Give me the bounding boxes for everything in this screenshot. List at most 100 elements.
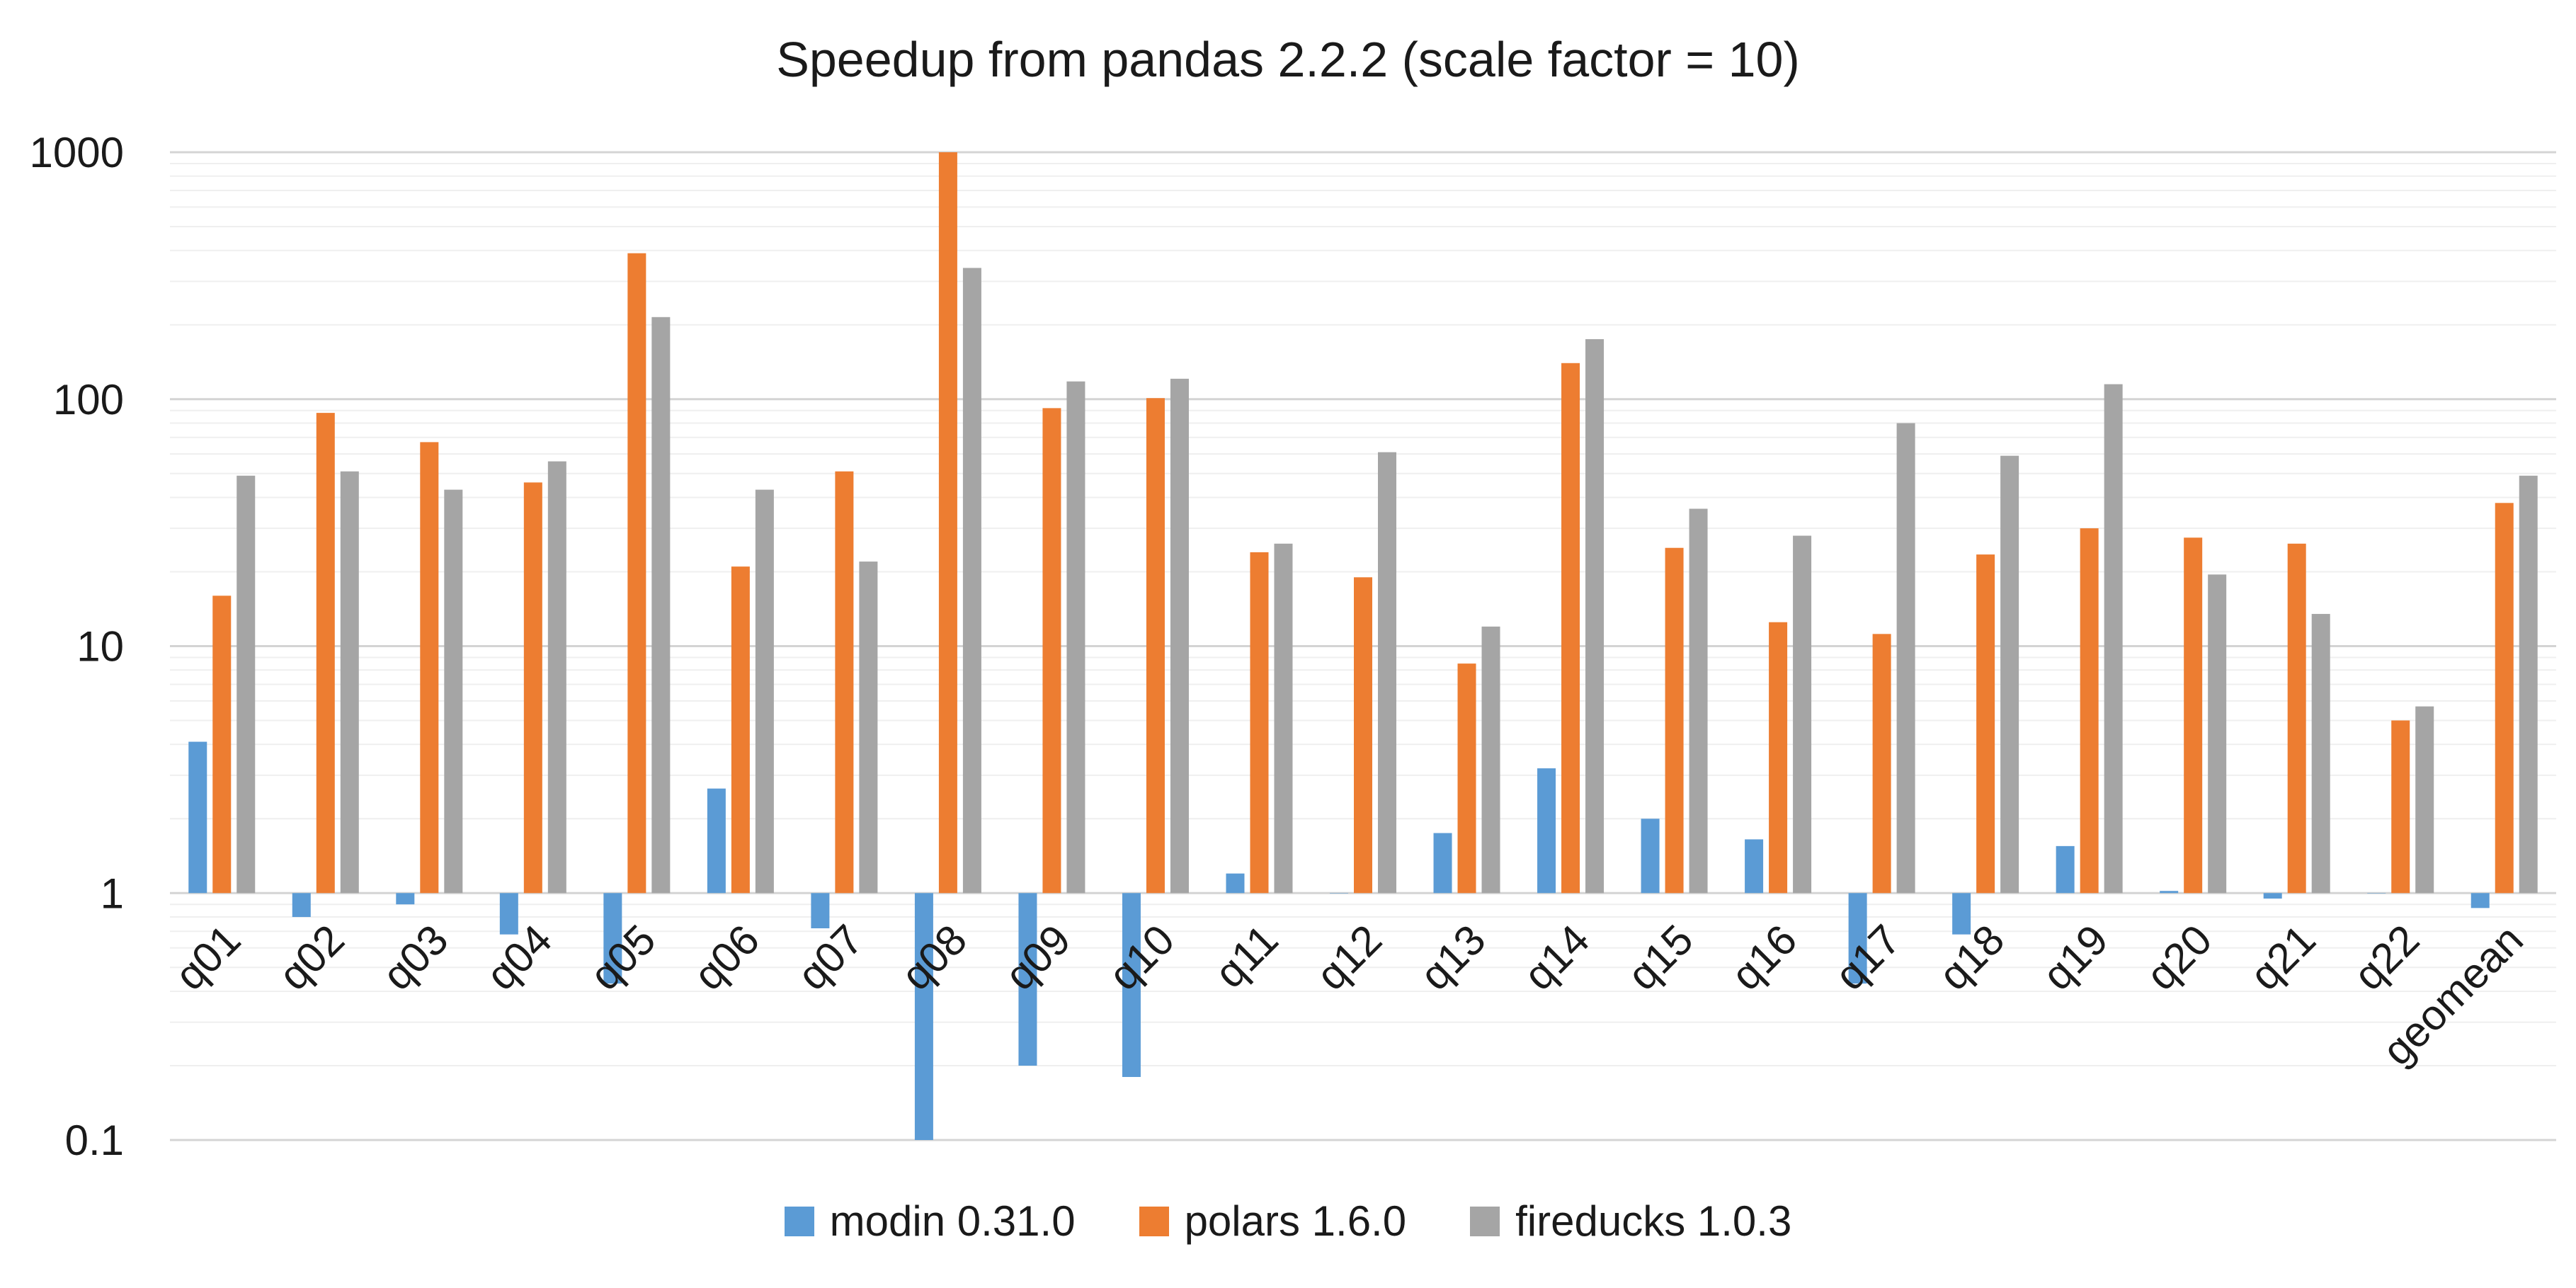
bar-q11-modin [1226,873,1245,894]
y-tick-label: 10 [76,623,124,671]
bar-q04-modin [499,893,518,935]
legend-label: polars 1.6.0 [1184,1197,1407,1245]
x-category-label: q14 [1515,916,1598,999]
x-category-label: q15 [1619,916,1702,999]
bar-q02-fireducks [340,471,359,894]
legend-label: fireducks 1.0.3 [1515,1197,1792,1245]
x-category-label: q02 [270,916,353,999]
bar-q11-fireducks [1274,543,1293,894]
x-category-label: q11 [1206,916,1287,997]
bar-q15-fireducks [1689,508,1708,894]
bar-q20-polars [2184,537,2203,894]
bar-q07-fireducks [859,562,878,894]
legend-item: modin 0.31.0 [784,1197,1076,1246]
x-category-label: q01 [166,916,249,999]
bar-q01-polars [212,595,232,894]
bar-q06-fireducks [755,489,774,894]
x-category-label: q22 [2344,916,2428,999]
y-axis-tick-labels: 0.1 1 10 100 1000 [30,129,124,1164]
bar-q17-polars [1872,634,1891,894]
bar-q06-polars [731,566,750,894]
bar-q05-polars [627,253,646,894]
bar-q01-fireducks [236,475,256,894]
x-category-label: q17 [1826,916,1910,999]
bar-q05-fireducks [651,317,671,894]
legend-item: polars 1.6.0 [1139,1197,1407,1246]
x-category-label: q16 [1722,916,1806,999]
bar-q17-modin [1848,893,1867,984]
y-tick-label: 1 [101,870,124,917]
x-axis-category-labels: q01 q02 q03 q04 q05 q06 q07 q08 q09 q10 q11 q12 q13 q… [166,916,2532,1074]
bar-q03-fireducks [444,489,463,894]
bar-q21-modin [2263,893,2282,899]
bar-q21-polars [2287,543,2306,894]
bar-q15-modin [1641,819,1660,894]
bar-q08-fireducks [962,268,981,894]
bar-q13-fireducks [1481,626,1500,894]
x-category-label: q10 [1100,916,1183,999]
bar-geomean-modin [2470,893,2490,908]
legend-swatch [784,1206,814,1236]
bar-q14-modin [1537,768,1556,894]
bar-q20-fireducks [2208,574,2227,894]
bar-q05-modin [603,893,622,984]
x-category-label: q03 [373,916,457,999]
bar-q22-fireducks [2415,706,2434,894]
bar-q14-polars [1561,363,1580,894]
bar-q03-modin [396,893,415,905]
x-category-label: q19 [2034,916,2117,999]
bar-geomean-polars [2495,503,2514,894]
bar-q03-polars [420,442,439,894]
y-tick-label: 1000 [30,129,124,176]
bar-q18-modin [1952,893,1971,935]
bar-q12-modin [1330,893,1348,894]
bar-q12-polars [1354,577,1372,894]
bar-q15-polars [1665,547,1684,894]
x-category-label: q05 [581,916,664,999]
bar-q10-modin [1122,893,1141,1077]
legend-swatch [1470,1206,1500,1236]
x-category-label: q13 [1411,916,1495,999]
bar-q20-modin [2160,891,2179,894]
bar-q22-polars [2391,720,2410,894]
x-category-label: q12 [1307,916,1391,999]
bar-q10-fireducks [1170,378,1189,894]
bar-q16-modin [1745,839,1764,894]
bar-q07-modin [811,893,830,929]
bar-q06-modin [707,788,726,894]
bar-q12-fireducks [1378,452,1396,894]
bar-q18-polars [1976,554,1995,894]
bar-q21-fireducks [2311,614,2330,894]
bar-q19-fireducks [2104,384,2123,894]
bar-q08-polars [938,152,957,894]
x-category-label: q18 [1930,916,2013,999]
bar-q07-polars [835,471,854,894]
bar-q09-polars [1042,408,1061,894]
bar-q02-modin [292,893,311,918]
bars [188,152,2538,1140]
legend-label: modin 0.31.0 [829,1197,1076,1245]
x-category-label: q08 [892,916,976,999]
bar-q18-fireducks [2000,455,2019,894]
bar-q04-polars [523,482,542,894]
x-category-label: q21 [2241,916,2325,999]
y-tick-label: 100 [53,376,124,423]
bar-q19-polars [2080,528,2099,894]
y-tick-label: 0.1 [65,1117,124,1164]
bar-q16-fireducks [1793,535,1812,894]
x-category-label: q20 [2137,916,2221,999]
bar-q02-polars [316,413,335,894]
bar-q01-modin [188,741,207,894]
bar-q09-modin [1018,893,1037,1066]
bar-q13-modin [1433,833,1452,894]
legend-item: fireducks 1.0.3 [1470,1197,1791,1246]
x-category-label: q06 [685,916,768,999]
bar-q09-fireducks [1066,381,1085,894]
legend-swatch [1139,1206,1169,1236]
bar-geomean-fireducks [2519,475,2538,894]
bar-q16-polars [1769,622,1788,894]
bar-q08-modin [914,893,933,1140]
bar-q13-polars [1457,663,1476,894]
x-category-label: q09 [996,916,1079,999]
